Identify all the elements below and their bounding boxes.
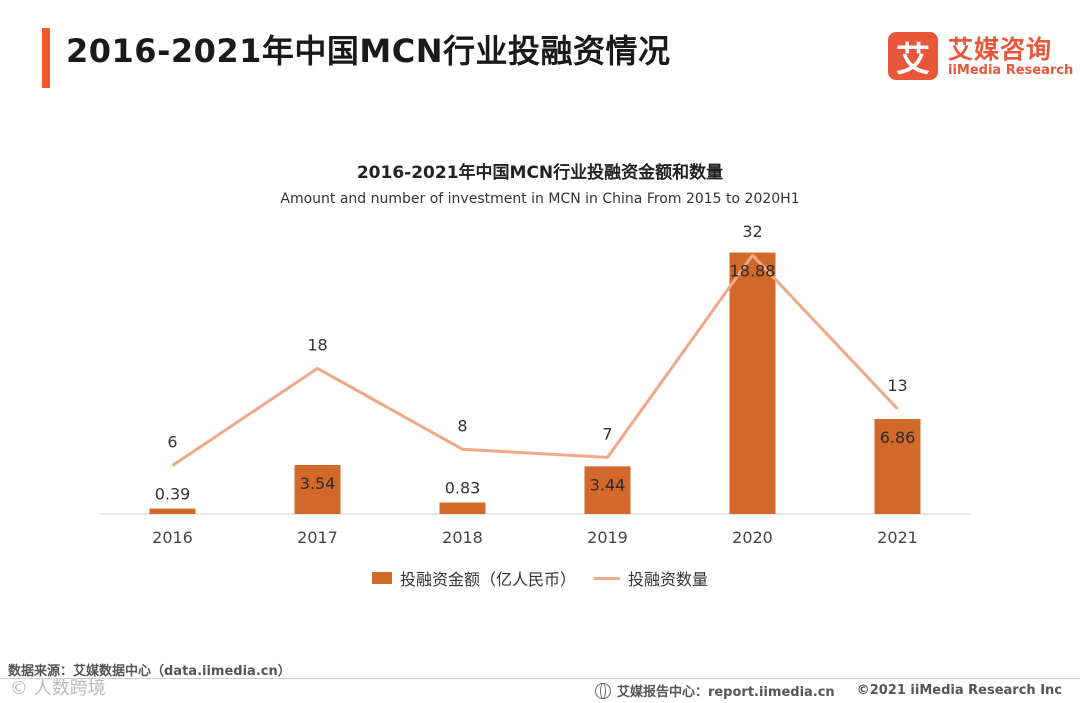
line-label-2017: 18 bbox=[307, 335, 327, 354]
x-tick-2021: 2021 bbox=[877, 528, 918, 547]
page-title: 2016-2021年中国MCN行业投融资情况 bbox=[66, 32, 671, 70]
chart-subtitle: Amount and number of investment in MCN i… bbox=[280, 191, 800, 207]
x-tick-2016: 2016 bbox=[152, 528, 193, 547]
footer-copyright: ©2021 iiMedia Research Inc bbox=[856, 683, 1062, 698]
logo-mark: 艾 bbox=[888, 32, 938, 80]
x-tick-2020: 2020 bbox=[732, 528, 773, 547]
logo-english-name: iiMedia Research bbox=[948, 63, 1074, 78]
title-accent-bar bbox=[42, 28, 50, 88]
footer: 艾媒报告中心：report.iimedia.cn ©2021 iiMedia R… bbox=[594, 681, 1062, 700]
bar-2016 bbox=[149, 508, 196, 514]
legend-item-amount: 投融资金额（亿人民币） bbox=[371, 566, 576, 590]
chart-title: 2016-2021年中国MCN行业投融资金额和数量 bbox=[356, 163, 724, 183]
bar-label-2018: 0.83 bbox=[445, 479, 481, 498]
bar-2017 bbox=[294, 464, 341, 514]
data-source: 数据来源：艾媒数据中心（data.iimedia.cn） bbox=[8, 664, 291, 679]
watermark: © 人数跨境 bbox=[10, 678, 106, 699]
bar-label-2017: 3.54 bbox=[300, 474, 336, 493]
x-tick-2017: 2017 bbox=[297, 528, 338, 547]
combo-chart: 0.39 3.54 0.83 3.44 18.88 6.86 6 18 8 7 32 13 2016 20… bbox=[100, 222, 970, 547]
line-label-2018: 8 bbox=[457, 416, 467, 435]
footer-report: 艾媒报告中心：report.iimedia.cn bbox=[594, 681, 835, 700]
legend-swatch-line bbox=[594, 576, 620, 580]
line-label-2016: 6 bbox=[167, 432, 177, 451]
legend-label-amount: 投融资金额（亿人民币） bbox=[399, 570, 576, 589]
iimedia-logo: 艾 艾媒咨询 iiMedia Research bbox=[888, 30, 1073, 82]
bar-2018 bbox=[439, 502, 486, 514]
legend-item-count: 投融资数量 bbox=[594, 566, 708, 590]
bar-2019 bbox=[584, 466, 631, 514]
legend-swatch-bar bbox=[371, 572, 392, 584]
bar-label-2021: 6.86 bbox=[880, 428, 916, 447]
logo-chinese-name: 艾媒咨询 bbox=[948, 35, 1053, 64]
x-tick-2019: 2019 bbox=[587, 528, 628, 547]
footer-report-text: 艾媒报告中心：report.iimedia.cn bbox=[616, 685, 835, 700]
bar-label-2020: 18.88 bbox=[730, 262, 776, 281]
bar-2020 bbox=[729, 252, 776, 515]
legend: 投融资金额（亿人民币） 投融资数量 bbox=[0, 566, 1080, 590]
bar-2021 bbox=[874, 419, 921, 514]
count-line bbox=[171, 253, 899, 467]
bar-label-2016: 0.39 bbox=[155, 485, 191, 504]
globe-icon bbox=[594, 682, 611, 699]
x-tick-2018: 2018 bbox=[442, 528, 483, 547]
line-label-2019: 7 bbox=[602, 424, 612, 443]
line-label-2020: 32 bbox=[742, 222, 762, 241]
bar-label-2019: 3.44 bbox=[590, 475, 626, 494]
legend-label-count: 投融资数量 bbox=[628, 570, 709, 589]
footer-divider bbox=[0, 678, 1080, 679]
line-label-2021: 13 bbox=[887, 376, 907, 395]
